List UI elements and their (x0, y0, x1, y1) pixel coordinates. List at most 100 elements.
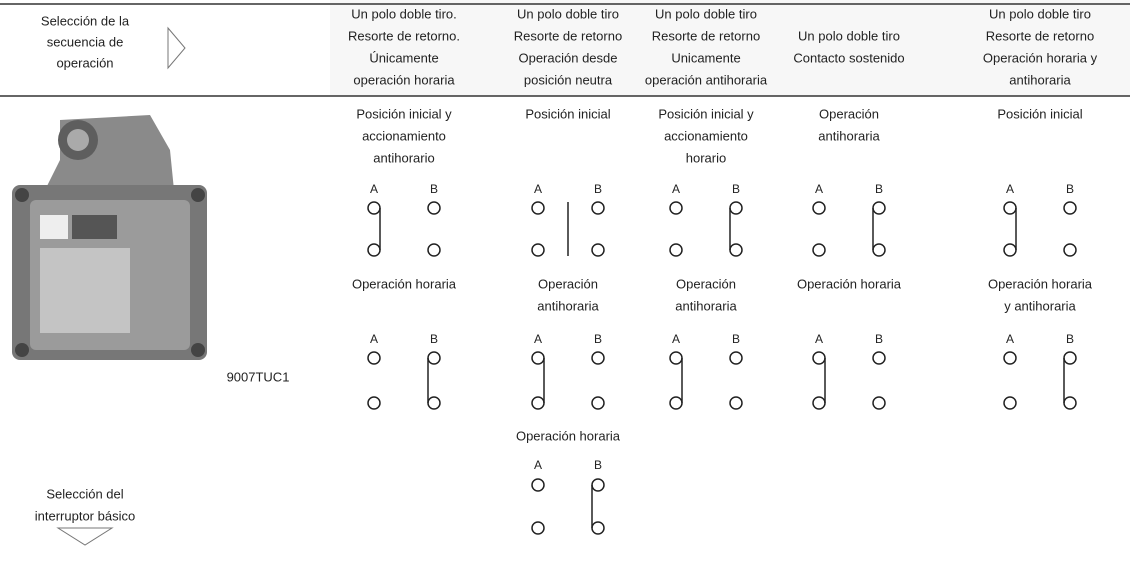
diagram-caption: antihoraria (818, 128, 880, 143)
diagram-caption: Posición inicial (525, 106, 610, 121)
column-heading: operación antihoraria (645, 72, 768, 87)
contact (729, 243, 743, 257)
contact (1063, 351, 1077, 365)
contact (872, 201, 886, 215)
diagram-caption: y antihoraria (1004, 298, 1076, 313)
diagram-caption: Operación (819, 106, 879, 121)
column-heading: Un polo doble tiro (517, 6, 619, 21)
contact (1063, 201, 1077, 215)
column-heading: Unicamente (671, 50, 740, 65)
contact (1003, 396, 1017, 410)
column-heading: posición neutra (524, 72, 613, 87)
contact (427, 201, 441, 215)
diagram-caption: accionamiento (362, 128, 446, 143)
column-heading: operación horaria (353, 72, 455, 87)
footer-label: interruptor básico (35, 508, 135, 523)
contact (669, 351, 683, 365)
column-heading: Resorte de retorno (514, 28, 622, 43)
diagram-caption: antihoraria (675, 298, 737, 313)
column-heading: Un polo doble tiro (798, 28, 900, 43)
contact-label: B (732, 182, 740, 196)
contact (729, 351, 743, 365)
contact (591, 243, 605, 257)
contact (591, 351, 605, 365)
column-heading: Resorte de retorno (986, 28, 1094, 43)
diagram-caption: Posición inicial y (658, 106, 754, 121)
selection-label: operación (56, 55, 113, 70)
contact (669, 201, 683, 215)
diagram-caption: horario (686, 150, 726, 165)
contact (729, 201, 743, 215)
column-heading: Únicamente (369, 50, 438, 65)
column-heading: Resorte de retorno (652, 28, 760, 43)
contact-label: B (594, 458, 602, 472)
right-arrow (167, 26, 186, 70)
contact-label: B (875, 332, 883, 346)
column-heading: Operación horaria y (983, 50, 1098, 65)
contact (531, 521, 545, 535)
contact-label: A (534, 332, 542, 346)
contact (531, 243, 545, 257)
contact (367, 396, 381, 410)
contact (1063, 396, 1077, 410)
contact-label: B (594, 332, 602, 346)
contact (1003, 243, 1017, 257)
diagram-caption: Operación horaria (797, 276, 902, 291)
diagram-caption: antihoraria (537, 298, 599, 313)
contact (1063, 243, 1077, 257)
column-heading: antihoraria (1009, 72, 1071, 87)
diagram-caption: Operación horaria (516, 428, 621, 443)
header-bg (330, 0, 1130, 96)
contact-label: A (534, 458, 542, 472)
selection-label: secuencia de (47, 34, 124, 49)
selection-label: Selección de la (41, 13, 130, 28)
contact (427, 351, 441, 365)
contact-label: B (430, 332, 438, 346)
column-heading: Un polo doble tiro (655, 6, 757, 21)
diagram-caption: accionamiento (664, 128, 748, 143)
contact (812, 351, 826, 365)
contact-label: A (370, 332, 378, 346)
contact (591, 478, 605, 492)
contact (591, 396, 605, 410)
contact (427, 243, 441, 257)
contact (1003, 201, 1017, 215)
diagram-caption: Posición inicial y (356, 106, 452, 121)
contact (367, 243, 381, 257)
contact (591, 521, 605, 535)
column-heading: Un polo doble tiro. (351, 6, 457, 21)
contact (531, 396, 545, 410)
contact-label: B (732, 332, 740, 346)
contact (729, 396, 743, 410)
contact-label: B (594, 182, 602, 196)
contact-label: A (534, 182, 542, 196)
contact-label: A (370, 182, 378, 196)
contact (872, 243, 886, 257)
contact (367, 201, 381, 215)
contact (812, 396, 826, 410)
contact (1003, 351, 1017, 365)
column-heading: Operación desde (518, 50, 617, 65)
contact-label: A (672, 332, 680, 346)
contact (531, 478, 545, 492)
contact-label: B (430, 182, 438, 196)
contact-label: A (815, 332, 823, 346)
model-label: 9007TUC1 (227, 369, 290, 384)
contact (872, 396, 886, 410)
contact (591, 201, 605, 215)
diagram-caption: Operación (676, 276, 736, 291)
contact-label: A (1006, 332, 1014, 346)
column-heading: Contacto sostenido (793, 50, 904, 65)
diagram-caption: Operación (538, 276, 598, 291)
contact (872, 351, 886, 365)
contact (427, 396, 441, 410)
contact-label: B (1066, 332, 1074, 346)
contact-label: B (875, 182, 883, 196)
contact (367, 351, 381, 365)
contact (531, 201, 545, 215)
contact (531, 351, 545, 365)
contact-label: A (672, 182, 680, 196)
contact (812, 201, 826, 215)
contact-label: A (815, 182, 823, 196)
